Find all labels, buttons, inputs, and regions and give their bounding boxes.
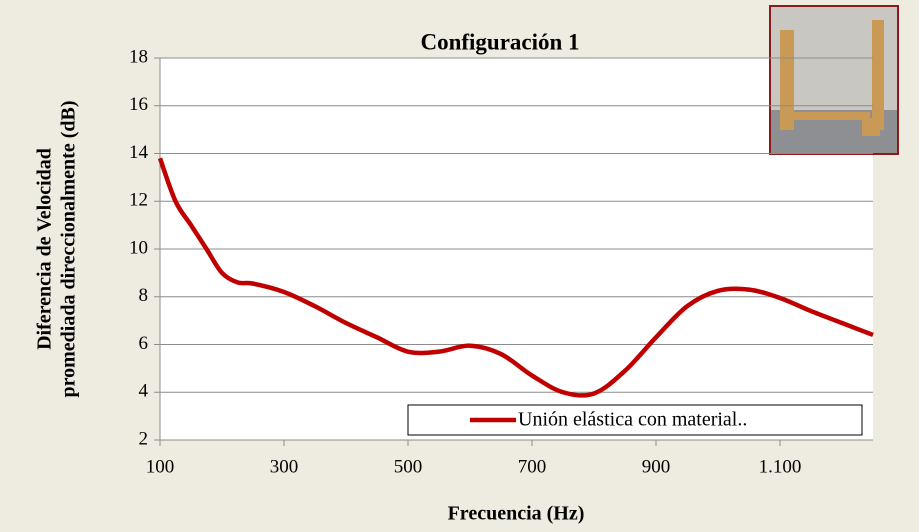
y-tick-label: 8 — [139, 285, 149, 306]
x-tick-label: 500 — [394, 456, 423, 477]
chart-title: Configuración 1 — [420, 29, 579, 54]
legend-label: Unión elástica con material.. — [518, 409, 747, 431]
photo-post — [780, 30, 794, 130]
x-tick-label: 300 — [270, 456, 299, 477]
x-tick-label: 100 — [146, 456, 175, 477]
x-tick-label: 700 — [518, 456, 547, 477]
legend: Unión elástica con material.. — [407, 404, 863, 436]
y-tick-label: 10 — [129, 237, 148, 258]
photo-post — [872, 20, 884, 130]
x-axis-label: Frecuencia (Hz) — [448, 503, 585, 525]
photo-beam — [790, 112, 870, 120]
x-tick-label: 900 — [642, 456, 671, 477]
y-tick-label: 4 — [139, 381, 149, 402]
y-axis-label: Diferencia de Velocidad promediada direc… — [34, 100, 80, 397]
data-line — [157, 157, 874, 398]
y-tick-label: 6 — [139, 333, 149, 354]
y-axis-label-line: promediada direccionalmente (dB) — [58, 100, 80, 397]
y-tick-label: 14 — [129, 142, 149, 163]
y-tick-label: 18 — [129, 46, 148, 67]
photo-inset — [769, 5, 899, 155]
x-tick-label: 1.100 — [759, 456, 802, 477]
y-tick-label: 2 — [139, 428, 149, 449]
y-axis-label-line: Diferencia de Velocidad — [34, 148, 56, 350]
y-tick-label: 12 — [129, 190, 148, 211]
y-tick-label: 16 — [129, 94, 148, 115]
photo-block — [862, 118, 880, 136]
